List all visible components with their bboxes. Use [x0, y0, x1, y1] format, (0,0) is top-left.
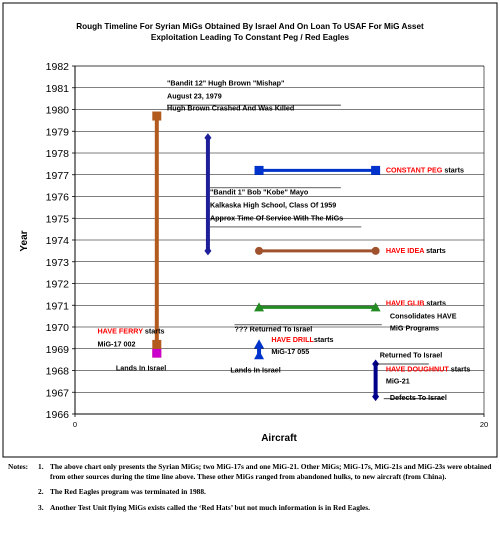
x-tick-label: 20: [480, 420, 488, 429]
annotation-suffix: starts: [442, 166, 464, 175]
annotation-suffix: starts: [314, 335, 334, 344]
data-point: [204, 246, 212, 256]
data-point: [254, 165, 264, 175]
y-tick-label: 1981: [46, 83, 70, 95]
annotation-text: Approx Time Of Service With The MiGs: [210, 213, 343, 222]
y-tick-label: 1970: [46, 322, 70, 334]
annotation-suffix: starts: [449, 365, 471, 374]
chart-frame: 1966 1967 1968 1969 1970 1971 1972 1973 1974 1975…: [2, 2, 498, 458]
program-label: HAVE DOUGHNUT starts: [386, 365, 471, 374]
notes-section: Notes: 1. The above chart only presents …: [8, 462, 494, 518]
data-point: [204, 133, 212, 143]
data-point: [152, 348, 162, 358]
annotation-suffix: starts: [143, 327, 165, 336]
program-label: CONSTANT PEG starts: [386, 166, 464, 175]
data-point: [254, 302, 265, 312]
y-tick-label: 1973: [46, 257, 70, 269]
note-text: The Red Eagles program was terminated in…: [50, 487, 206, 497]
y-tick-label: 1974: [46, 235, 70, 247]
annotation-text: "Bandit 1" Bob "Kobe" Mayo: [210, 187, 309, 196]
y-tick-label: 1980: [46, 105, 70, 117]
y-tick-label: 1982: [46, 61, 70, 73]
y-tick-label: 1971: [46, 300, 70, 312]
y-tick-label: 1967: [46, 387, 70, 399]
program-label: HAVE DRILLstarts: [271, 335, 333, 344]
data-point: [152, 111, 162, 121]
note-row-1: Notes: 1. The above chart only presents …: [8, 462, 494, 481]
annotation-text: Hugh Brown Crashed And Was Killed: [167, 104, 294, 113]
annotation-text: Defects To Israel: [390, 393, 447, 402]
figure-border: [2, 2, 498, 458]
annotation-text: Consolidates HAVE: [390, 311, 457, 320]
annotation-suffix: starts: [424, 298, 446, 307]
note-text: The above chart only presents the Syrian…: [50, 462, 492, 481]
y-tick-label: 1968: [46, 366, 70, 378]
data-point: [371, 165, 381, 175]
program-label: HAVE FERRY starts: [97, 327, 164, 336]
note-number: 1.: [38, 462, 44, 471]
program-label: HAVE IDEA starts: [386, 246, 446, 255]
annotation-text: MiG-21: [386, 377, 410, 386]
annotation-text: MiG Programs: [390, 323, 439, 332]
note-number: 3.: [38, 502, 44, 512]
y-tick-label: 1977: [46, 170, 70, 182]
annotation-text: Lands In Israel: [230, 366, 280, 375]
annotation-text: ??? Returned To Israel: [235, 324, 313, 333]
y-tick-label: 1972: [46, 279, 70, 291]
axes: 1966 1967 1968 1969 1970 1971 1972 1973 1974 1975…: [2, 2, 498, 458]
y-tick-label: 1966: [46, 409, 70, 421]
chart-title-line1: Rough Timeline For Syrian MiGs Obtained …: [76, 22, 424, 31]
annotation-suffix: starts: [424, 246, 446, 255]
program-label: HAVE GLIB starts: [386, 298, 446, 307]
annotation-text: August 23, 1979: [167, 92, 222, 101]
data-point: [255, 246, 264, 255]
annotation-text: "Bandit 12" Hugh Brown "Mishap": [167, 79, 284, 88]
annotation-text: MiG-17 002: [97, 340, 135, 349]
y-tick-label: 1976: [46, 192, 70, 204]
data-point: [372, 392, 380, 402]
y-tick-label: 1978: [46, 148, 70, 160]
note-row-3: 3. Another Test Unit flying MiGs exists …: [8, 503, 494, 513]
x-axis-label: Aircraft: [261, 433, 297, 444]
annotations: "Bandit 12" Hugh Brown "Mishap" August 23…: [97, 79, 470, 402]
annotation-text: Returned To Israel: [380, 350, 443, 359]
y-tick-label: 1969: [46, 344, 70, 356]
note-number: 2.: [38, 487, 44, 497]
x-tick-label: 0: [73, 420, 77, 429]
data-point: [152, 339, 162, 349]
annotation-text: Kalkaska High School, Class Of 1959: [210, 200, 336, 209]
note-row-2: 2. The Red Eagles program was terminated…: [8, 487, 494, 497]
data-point: [254, 339, 265, 349]
y-axis-label: Year: [19, 230, 30, 251]
note-text: Another Test Unit flying MiGs exists cal…: [50, 502, 370, 512]
y-tick-label: 1979: [46, 126, 70, 138]
notes-label: Notes:: [8, 462, 29, 471]
annotation-text: MiG-17 055: [271, 347, 309, 356]
y-tick-label: 1975: [46, 213, 70, 225]
data-point: [370, 302, 381, 312]
series-group: [152, 111, 381, 402]
grid: [75, 65, 484, 393]
annotation-text: Lands In Israel: [116, 364, 166, 373]
data-point: [254, 350, 265, 360]
data-point: [371, 246, 380, 255]
chart: 1966 1967 1968 1969 1970 1971 1972 1973 1974 1975…: [2, 2, 498, 458]
chart-title-line2: Exploitation Leading To Constant Peg / R…: [151, 33, 350, 42]
